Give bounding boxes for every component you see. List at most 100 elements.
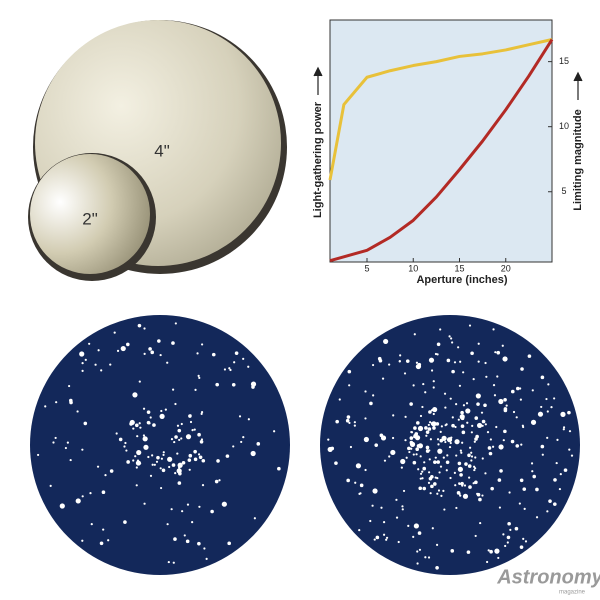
star <box>427 423 430 427</box>
star <box>346 415 351 419</box>
star <box>166 523 169 526</box>
x-tick-label: 5 <box>364 263 369 273</box>
star <box>369 519 372 523</box>
star <box>487 549 490 552</box>
star <box>79 351 85 357</box>
star <box>439 328 442 331</box>
star <box>126 460 130 464</box>
star <box>148 422 151 425</box>
star <box>147 455 150 459</box>
star <box>118 437 123 442</box>
star <box>174 472 177 475</box>
star <box>541 453 544 456</box>
star <box>369 401 373 406</box>
star <box>135 484 138 487</box>
star <box>477 342 480 345</box>
star <box>419 455 422 458</box>
star <box>448 445 452 449</box>
star <box>142 434 146 437</box>
star <box>383 338 389 345</box>
star <box>484 423 487 426</box>
star <box>519 398 522 401</box>
star <box>470 459 473 462</box>
star <box>476 422 483 429</box>
star <box>345 418 350 423</box>
star <box>221 501 227 507</box>
star <box>81 539 84 542</box>
star <box>198 505 201 508</box>
star <box>421 405 424 409</box>
star <box>49 484 52 488</box>
star <box>489 438 492 441</box>
star <box>522 487 527 491</box>
star <box>247 365 250 368</box>
star <box>227 541 231 546</box>
star <box>198 455 203 460</box>
star <box>451 416 454 419</box>
star <box>173 440 176 444</box>
star <box>424 391 427 394</box>
star <box>425 434 428 437</box>
star <box>457 466 463 472</box>
star <box>446 437 453 443</box>
star <box>354 481 357 484</box>
star <box>428 476 433 481</box>
star <box>164 408 167 411</box>
star <box>177 481 182 485</box>
star <box>422 486 427 491</box>
star <box>188 453 193 458</box>
star <box>358 529 361 532</box>
star <box>515 416 518 419</box>
star <box>407 446 411 451</box>
star <box>475 434 479 439</box>
star <box>143 352 146 355</box>
star <box>462 404 466 407</box>
star <box>496 350 501 355</box>
star <box>214 479 219 484</box>
star <box>468 324 472 327</box>
star <box>233 361 236 364</box>
star <box>138 422 141 425</box>
x-tick-label: 10 <box>408 263 418 273</box>
star <box>520 367 524 371</box>
star <box>167 456 173 462</box>
star <box>563 468 568 472</box>
star <box>395 516 399 519</box>
star <box>359 483 364 488</box>
star <box>371 363 375 367</box>
star <box>81 448 84 451</box>
star <box>481 457 484 460</box>
star <box>436 438 440 441</box>
star <box>136 449 142 456</box>
star <box>160 457 164 460</box>
star <box>555 461 558 465</box>
star <box>436 342 441 347</box>
star <box>432 406 438 413</box>
star <box>440 494 443 498</box>
star <box>126 342 130 347</box>
large-mirror-label: 4" <box>154 141 170 160</box>
star <box>330 446 335 451</box>
star <box>522 425 525 429</box>
star <box>553 502 557 506</box>
star <box>412 384 415 387</box>
star <box>501 344 504 347</box>
star <box>148 347 152 351</box>
star <box>418 486 423 491</box>
star <box>198 376 201 380</box>
star <box>150 350 155 355</box>
star <box>399 354 402 357</box>
line-series <box>328 38 553 181</box>
star <box>570 454 574 457</box>
star <box>422 382 425 386</box>
star <box>453 471 456 474</box>
star <box>427 556 431 559</box>
star <box>273 430 276 433</box>
star <box>537 411 544 417</box>
star <box>421 470 424 473</box>
star <box>531 470 534 473</box>
star <box>512 410 516 414</box>
star <box>553 478 557 482</box>
star <box>124 441 127 445</box>
